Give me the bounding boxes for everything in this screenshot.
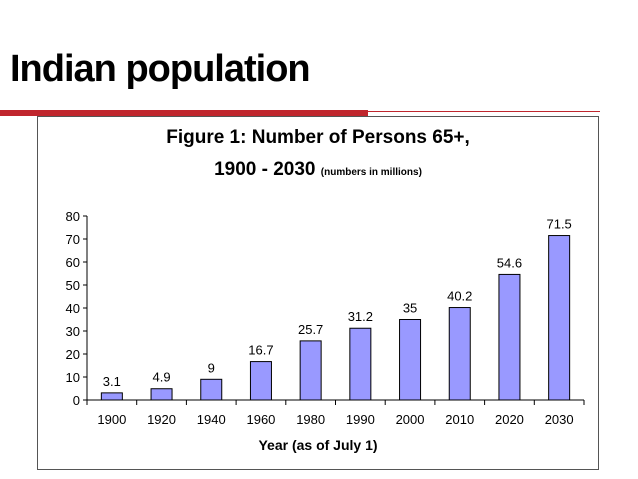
data-label: 16.7	[248, 343, 273, 358]
chart-title: Figure 1: Number of Persons 65+,	[166, 127, 470, 148]
bar	[150, 388, 173, 401]
slide-title: Indian population	[10, 48, 311, 90]
x-tick-label: 1980	[296, 412, 325, 427]
x-tick-label: 1900	[97, 412, 126, 427]
data-label: 40.2	[447, 289, 472, 304]
data-label: 71.5	[546, 217, 571, 232]
data-label: 54.6	[497, 255, 522, 270]
x-tick-label: 1920	[147, 412, 176, 427]
x-tick-label: 1960	[246, 412, 275, 427]
bar	[548, 235, 571, 401]
data-label: 9	[208, 360, 215, 375]
bar	[498, 273, 521, 401]
y-tick-label: 40	[66, 301, 80, 316]
y-tick-label: 70	[66, 232, 80, 247]
title-underline-bar	[0, 110, 368, 116]
data-label: 25.7	[298, 322, 323, 337]
data-label: 31.2	[348, 309, 373, 324]
chart-title-line2: 1900 - 2030 (numbers in millions)	[38, 159, 598, 181]
y-tick-label: 80	[66, 209, 80, 224]
y-tick-label: 0	[73, 393, 80, 408]
x-tick-label: 1940	[197, 412, 226, 427]
bar	[249, 361, 272, 401]
x-axis-label: Year (as of July 1)	[258, 437, 378, 453]
y-tick-label: 10	[66, 370, 80, 385]
chart-subtitle: (numbers in millions)	[320, 167, 422, 178]
x-tick-label: 2020	[495, 412, 524, 427]
y-tick-label: 60	[66, 255, 80, 270]
bar	[399, 319, 422, 401]
bar	[299, 340, 322, 401]
bar	[200, 378, 223, 401]
y-tick-label: 50	[66, 278, 80, 293]
x-tick-label: 2000	[396, 412, 425, 427]
bar	[448, 307, 471, 401]
y-tick-label: 30	[66, 324, 80, 339]
bar-chart: 010203040506070803.119004.919209194016.7…	[66, 209, 585, 427]
x-tick-label: 2030	[545, 412, 574, 427]
bar	[349, 327, 372, 401]
chart-frame: Figure 1: Number of Persons 65+, 1900 - …	[37, 116, 599, 470]
x-tick-label: 1990	[346, 412, 375, 427]
y-tick-label: 20	[66, 347, 80, 362]
chart-title-years: 1900 - 2030	[214, 159, 316, 180]
x-tick-label: 2010	[445, 412, 474, 427]
bar	[100, 392, 123, 401]
data-label: 4.9	[153, 370, 171, 385]
title-underline-line	[368, 111, 600, 112]
data-label: 35	[403, 301, 417, 316]
data-label: 3.1	[103, 374, 121, 389]
